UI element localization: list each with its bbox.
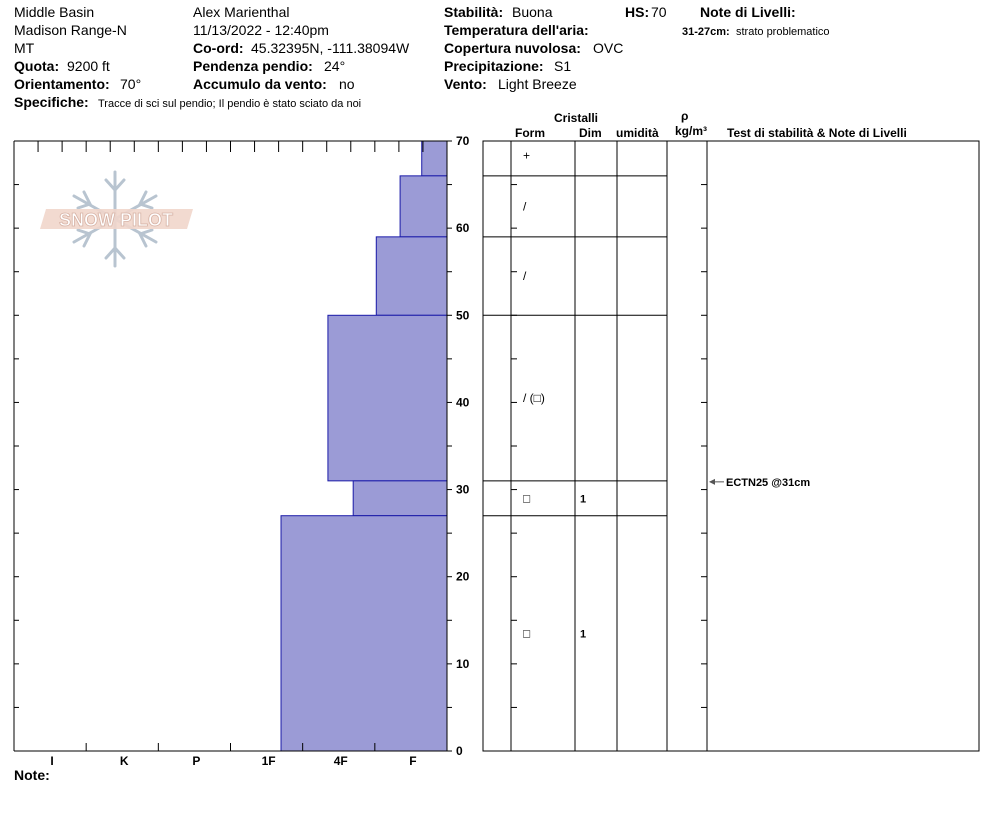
x-category-label: K <box>120 754 129 768</box>
slope-label: Pendenza pendio: <box>193 58 313 74</box>
crystals-header: Cristalli <box>554 111 599 125</box>
grain-form-2: / <box>523 269 527 283</box>
specifics-value: Tracce di sci sul pendio; Il pendio è st… <box>98 98 362 110</box>
density-symbol: ρ <box>681 109 689 123</box>
x-category-label: 1F <box>262 754 276 768</box>
air-temperature-label: Temperatura dell'aria: <box>444 22 589 38</box>
hardness-bar-0 <box>421 140 448 177</box>
coordinates-label: Co-ord: <box>193 40 244 56</box>
hardness-bar-5 <box>280 515 448 752</box>
x-category-label: I <box>50 754 53 768</box>
hardness-bar-3 <box>327 314 448 482</box>
aspect-label: Orientamento: <box>14 76 110 92</box>
y-tick-label: 60 <box>456 221 470 235</box>
y-tick-label: 30 <box>456 483 470 497</box>
x-category-label: F <box>409 754 416 768</box>
layer-note-text: strato problematico <box>736 26 830 38</box>
mountain-range: Madison Range-N <box>14 22 127 38</box>
snow-height-value: 70 <box>651 4 667 20</box>
snow-height-label: HS: <box>625 4 650 20</box>
x-category-label: 4F <box>334 754 348 768</box>
stability-value: Buona <box>512 4 553 20</box>
elevation-label: Quota: <box>14 58 60 74</box>
precipitation-label: Precipitazione: <box>444 58 544 74</box>
hardness-bar-2 <box>375 236 448 316</box>
moisture-header: umidità <box>616 126 659 140</box>
layer-notes-label: Note di Livelli: <box>700 4 796 20</box>
aspect-value: 70° <box>120 76 142 92</box>
size-header: Dim <box>579 126 602 140</box>
elevation-value: 9200 ft <box>67 58 110 74</box>
wind-value: Light Breeze <box>498 76 577 92</box>
layer-note-range: 31-27cm: <box>682 26 730 38</box>
x-category-label: P <box>192 754 200 768</box>
grain-form-4: □ <box>523 491 530 505</box>
notes-label: Note: <box>14 767 50 783</box>
specifics-label: Specifiche: <box>14 94 89 110</box>
observation-datetime: 11/13/2022 - 12:40pm <box>193 22 329 38</box>
stability-label: Stabilità: <box>444 4 504 20</box>
wind-label: Vento: <box>444 76 487 92</box>
density-unit: kg/m³ <box>675 124 708 138</box>
stability-tests-header: Test di stabilità & Note di Livelli <box>727 126 907 140</box>
y-tick-label: 20 <box>456 570 470 584</box>
slope-value: 24° <box>324 58 346 74</box>
test-arrow-head <box>709 478 715 485</box>
y-tick-label: 40 <box>456 395 470 409</box>
cloud-cover-label: Copertura nuvolosa: <box>444 40 581 56</box>
grain-size-5: 1 <box>580 628 586 640</box>
wind-loading-label: Accumulo da vento: <box>193 76 327 92</box>
grain-form-5: □ <box>523 626 530 640</box>
y-tick-label: 70 <box>456 134 470 148</box>
form-header: Form <box>515 126 545 140</box>
precipitation-value: S1 <box>554 58 572 74</box>
grain-size-4: 1 <box>580 493 586 505</box>
hardness-bar-4 <box>352 480 448 517</box>
coordinates-value: 45.32395N, -111.38094W <box>251 40 410 56</box>
y-tick-label: 50 <box>456 308 470 322</box>
location: Middle Basin <box>14 4 95 20</box>
state: MT <box>14 40 35 56</box>
y-tick-label: 0 <box>456 744 463 758</box>
stability-test-label: ECTN25 @31cm <box>726 477 810 489</box>
layer-table-frame <box>482 140 980 752</box>
wind-loading-value: no <box>339 76 355 92</box>
grain-form-1: / <box>523 199 527 213</box>
cloud-cover-value: OVC <box>593 40 624 56</box>
y-tick-label: 10 <box>456 657 470 671</box>
hardness-bar-1 <box>399 175 448 238</box>
observer-name: Alex Marienthal <box>193 4 290 20</box>
grain-form-0: + <box>523 148 530 162</box>
grain-form-3: / (□) <box>523 391 545 405</box>
